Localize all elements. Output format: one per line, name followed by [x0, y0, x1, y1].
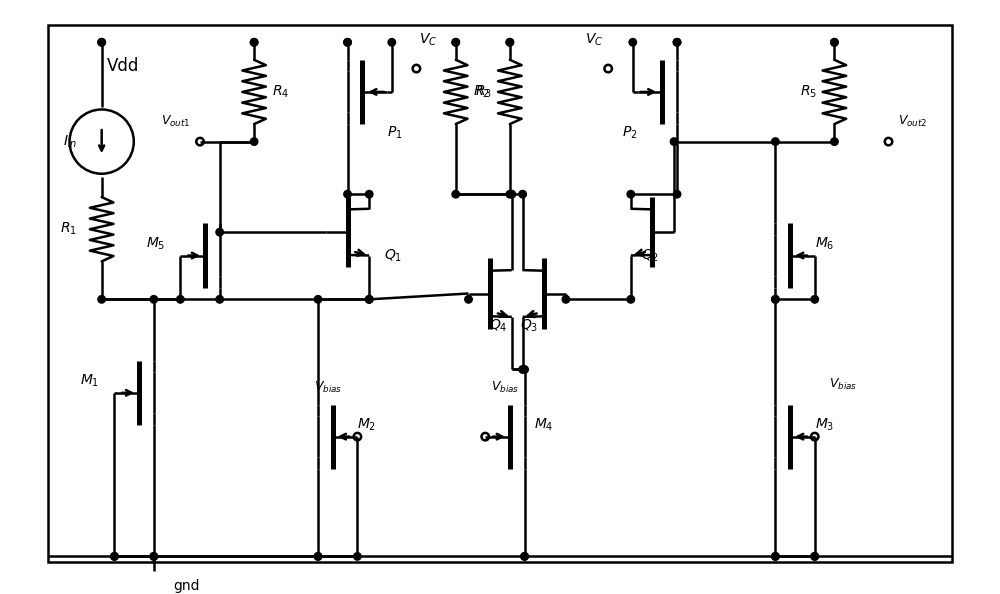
Circle shape — [673, 39, 681, 46]
Text: $V_{out2}$: $V_{out2}$ — [898, 113, 928, 129]
Circle shape — [811, 552, 818, 560]
Circle shape — [772, 296, 779, 303]
Circle shape — [344, 191, 351, 198]
Text: $M_1$: $M_1$ — [80, 373, 100, 389]
Circle shape — [508, 191, 516, 198]
Text: Vdd: Vdd — [107, 56, 139, 75]
Circle shape — [111, 552, 118, 560]
Text: $P_1$: $P_1$ — [387, 125, 403, 141]
Text: $M_3$: $M_3$ — [815, 417, 834, 433]
Text: $R_2$: $R_2$ — [473, 84, 490, 100]
Circle shape — [150, 552, 158, 560]
Circle shape — [772, 296, 779, 303]
Text: gnd: gnd — [173, 579, 200, 593]
Circle shape — [365, 296, 373, 303]
Circle shape — [150, 552, 158, 560]
Text: $V_{bias}$: $V_{bias}$ — [314, 380, 342, 394]
Circle shape — [216, 296, 223, 303]
Circle shape — [772, 552, 779, 560]
Text: $M_2$: $M_2$ — [357, 417, 377, 433]
Circle shape — [506, 191, 514, 198]
Text: $M_5$: $M_5$ — [146, 236, 166, 252]
Text: $R_1$: $R_1$ — [60, 221, 77, 238]
Circle shape — [772, 552, 779, 560]
Circle shape — [111, 552, 118, 560]
Circle shape — [519, 366, 526, 373]
Circle shape — [629, 39, 637, 46]
Circle shape — [452, 39, 459, 46]
Text: $R_5$: $R_5$ — [800, 84, 817, 100]
Circle shape — [344, 39, 351, 46]
Text: $Q_1$: $Q_1$ — [384, 247, 402, 264]
Circle shape — [314, 552, 322, 560]
Circle shape — [562, 296, 570, 303]
Text: $R_4$: $R_4$ — [272, 84, 289, 100]
Circle shape — [452, 39, 459, 46]
Circle shape — [673, 191, 681, 198]
Circle shape — [521, 552, 528, 560]
Circle shape — [521, 366, 528, 373]
Circle shape — [250, 39, 258, 46]
Text: $M_4$: $M_4$ — [534, 417, 554, 433]
Circle shape — [506, 39, 514, 46]
Text: $V_C$: $V_C$ — [419, 31, 438, 48]
Circle shape — [772, 138, 779, 146]
Text: $I_{in}$: $I_{in}$ — [63, 134, 77, 150]
Text: $P_2$: $P_2$ — [622, 125, 638, 141]
Circle shape — [831, 39, 838, 46]
Circle shape — [627, 296, 635, 303]
Circle shape — [177, 296, 184, 303]
Circle shape — [98, 296, 105, 303]
Circle shape — [831, 39, 838, 46]
Circle shape — [670, 138, 678, 146]
Circle shape — [673, 39, 681, 46]
Circle shape — [98, 39, 105, 46]
Text: $V_{bias}$: $V_{bias}$ — [491, 380, 519, 394]
Circle shape — [216, 229, 223, 236]
Text: $V_{out1}$: $V_{out1}$ — [161, 113, 190, 129]
Circle shape — [98, 39, 105, 46]
Text: $Q_2$: $Q_2$ — [641, 247, 659, 264]
Text: $Q_3$: $Q_3$ — [520, 317, 538, 334]
Circle shape — [388, 39, 396, 46]
Circle shape — [250, 39, 258, 46]
Circle shape — [519, 191, 526, 198]
Circle shape — [365, 296, 373, 303]
Circle shape — [521, 552, 528, 560]
Text: $V_{bias}$: $V_{bias}$ — [829, 377, 858, 391]
Circle shape — [354, 552, 361, 560]
Circle shape — [314, 552, 322, 560]
Text: $R_3$: $R_3$ — [475, 84, 492, 100]
Circle shape — [344, 39, 351, 46]
Circle shape — [811, 552, 818, 560]
Circle shape — [627, 191, 635, 198]
Circle shape — [831, 138, 838, 146]
Text: $Q_4$: $Q_4$ — [489, 317, 508, 334]
Text: $M_6$: $M_6$ — [815, 236, 834, 252]
Circle shape — [150, 296, 158, 303]
Circle shape — [811, 296, 818, 303]
Circle shape — [365, 191, 373, 198]
Circle shape — [506, 39, 514, 46]
Text: $V_C$: $V_C$ — [585, 31, 603, 48]
Circle shape — [314, 296, 322, 303]
Circle shape — [465, 296, 472, 303]
Circle shape — [250, 138, 258, 146]
Circle shape — [452, 191, 459, 198]
